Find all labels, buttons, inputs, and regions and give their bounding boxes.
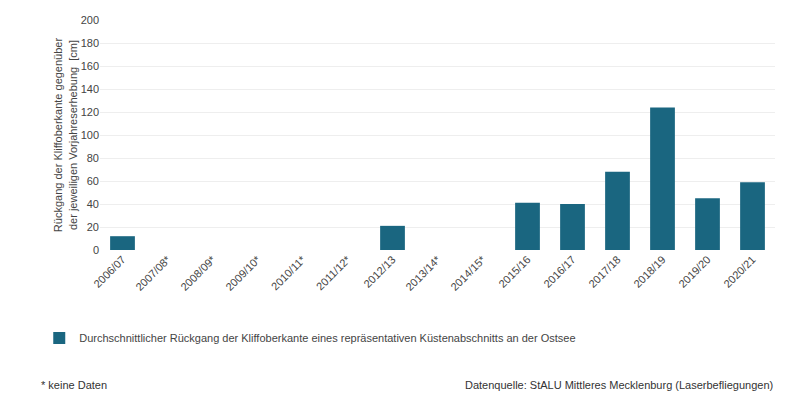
- svg-text:140: 140: [81, 83, 99, 95]
- svg-text:60: 60: [87, 175, 99, 187]
- svg-text:2016/17: 2016/17: [541, 253, 578, 290]
- svg-text:2017/18: 2017/18: [586, 253, 623, 290]
- svg-text:2006/07: 2006/07: [91, 253, 128, 290]
- svg-text:160: 160: [81, 60, 99, 72]
- svg-text:2010/11*: 2010/11*: [269, 253, 309, 293]
- svg-text:100: 100: [81, 129, 99, 141]
- svg-text:2014/15*: 2014/15*: [448, 253, 488, 293]
- svg-text:2015/16: 2015/16: [496, 253, 533, 290]
- svg-text:2007/08*: 2007/08*: [133, 253, 173, 293]
- svg-text:180: 180: [81, 37, 99, 49]
- svg-text:80: 80: [87, 152, 99, 164]
- svg-text:2020/21: 2020/21: [721, 253, 758, 290]
- svg-text:2019/20: 2019/20: [676, 253, 713, 290]
- svg-text:2009/10*: 2009/10*: [223, 253, 263, 293]
- svg-text:0: 0: [93, 244, 99, 256]
- svg-text:2012/13: 2012/13: [361, 253, 398, 290]
- svg-text:Rückgang der Kliffoberkante ge: Rückgang der Kliffoberkante gegenüberder…: [52, 38, 78, 233]
- svg-text:2008/09*: 2008/09*: [178, 253, 218, 293]
- svg-text:2018/19: 2018/19: [631, 253, 668, 290]
- svg-text:40: 40: [87, 198, 99, 210]
- svg-text:2011/12*: 2011/12*: [314, 253, 354, 293]
- svg-text:Datenquelle: StALU Mittleres M: Datenquelle: StALU Mittleres Mecklenburg…: [465, 379, 773, 391]
- svg-text:120: 120: [81, 106, 99, 118]
- svg-text:* keine Daten: * keine Daten: [41, 379, 107, 391]
- svg-text:Durchschnittlicher Rückgang de: Durchschnittlicher Rückgang der Kliffobe…: [79, 332, 575, 344]
- svg-text:200: 200: [81, 14, 99, 26]
- svg-text:2013/14*: 2013/14*: [403, 253, 443, 293]
- svg-text:20: 20: [87, 221, 99, 233]
